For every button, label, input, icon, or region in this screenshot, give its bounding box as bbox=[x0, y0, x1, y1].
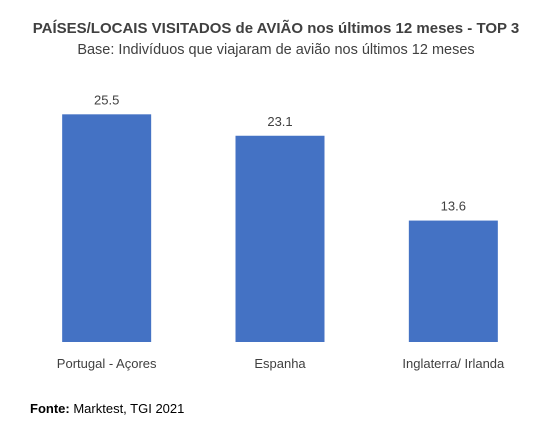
category-label-1: Espanha bbox=[254, 356, 306, 371]
value-label-0: 25.5 bbox=[94, 92, 119, 107]
bar-0 bbox=[62, 114, 152, 342]
bar-1 bbox=[235, 135, 325, 342]
chart-title: PAÍSES/LOCAIS VISITADOS de AVIÃO nos últ… bbox=[32, 20, 520, 37]
category-label-0: Portugal - Açores bbox=[57, 356, 157, 371]
bar-2 bbox=[408, 220, 498, 342]
value-label-1: 23.1 bbox=[267, 114, 292, 129]
source-text: Marktest, TGI 2021 bbox=[73, 401, 185, 416]
category-label-2: Inglaterra/ Irlanda bbox=[402, 356, 505, 371]
value-label-2: 13.6 bbox=[441, 199, 466, 214]
source-label: Fonte: bbox=[30, 401, 70, 416]
source-note: Fonte: Marktest, TGI 2021 bbox=[30, 401, 184, 416]
chart-subtitle: Base: Indivíduos que viajaram de avião n… bbox=[77, 42, 475, 58]
